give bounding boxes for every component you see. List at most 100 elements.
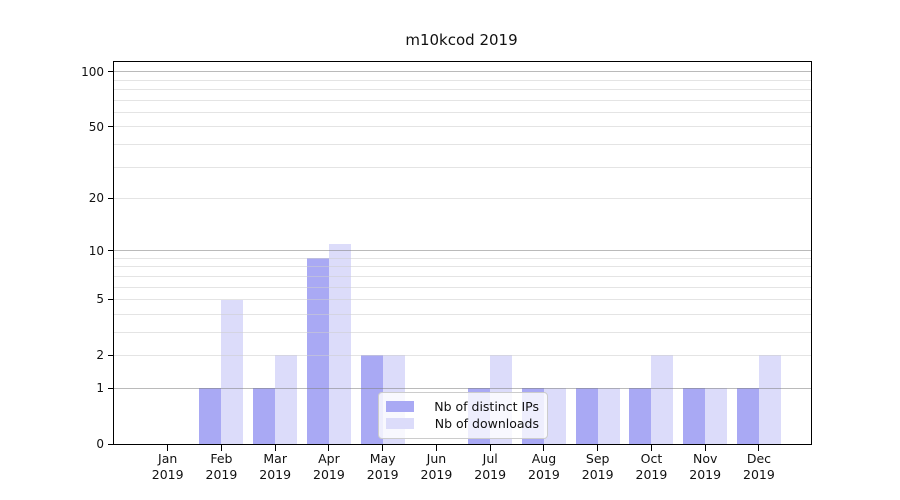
x-tick-mark	[489, 444, 491, 451]
chart-title: m10kcod 2019	[405, 31, 518, 49]
gridline-minor	[114, 354, 811, 356]
bar-distinct-ips	[683, 388, 706, 444]
gridline-minor	[114, 166, 811, 168]
x-tick-label: Sep 2019	[570, 451, 626, 483]
x-tick-year: 2019	[743, 467, 775, 482]
y-tick-mark	[108, 126, 114, 128]
x-tick-label: Nov 2019	[677, 451, 733, 483]
bar-downloads	[275, 355, 298, 444]
x-tick-mark	[597, 444, 599, 451]
y-tick-label: 5	[96, 292, 104, 307]
legend: Nb of distinct IPs Nb of downloads	[378, 392, 548, 439]
bar-downloads	[705, 388, 728, 444]
x-tick-year: 2019	[366, 467, 399, 482]
gridline-minor	[114, 257, 811, 259]
legend-label-distinct-ips: Nb of distinct IPs	[434, 399, 539, 414]
x-tick-year: 2019	[581, 467, 614, 482]
x-tick-year: 2019	[205, 467, 238, 482]
legend-swatch-downloads	[386, 418, 414, 429]
bar-downloads	[758, 355, 781, 444]
x-tick-label: Dec 2019	[731, 451, 787, 483]
x-tick-month: Aug	[531, 451, 557, 466]
bar-distinct-ips	[199, 388, 222, 444]
x-tick-year: 2019	[689, 467, 722, 482]
bar-distinct-ips	[736, 388, 759, 444]
legend-swatch-distinct-ips	[386, 401, 414, 412]
bar-distinct-ips	[360, 355, 383, 444]
x-tick-mark	[435, 444, 437, 451]
x-tick-year: 2019	[151, 467, 184, 482]
y-tick-mark	[108, 443, 114, 445]
gridline-minor	[114, 197, 811, 199]
x-tick-label: Apr 2019	[301, 451, 357, 483]
x-tick-month: May	[369, 451, 396, 466]
y-tick-label: 0	[96, 437, 104, 451]
x-tick-month: Jul	[482, 451, 498, 466]
x-tick-label: Jul 2019	[462, 451, 518, 483]
bar-downloads	[221, 299, 244, 444]
bar-downloads	[328, 243, 351, 444]
y-tick-label: 50	[88, 119, 104, 134]
bar-distinct-ips	[575, 388, 598, 444]
gridline-major	[114, 71, 811, 73]
y-tick-mark	[108, 298, 114, 300]
x-tick-month: Jun	[426, 451, 447, 466]
gridline-minor	[114, 111, 811, 113]
x-tick-mark	[328, 444, 330, 451]
gridline-minor	[114, 79, 811, 81]
legend-label-downloads: Nb of downloads	[434, 416, 539, 431]
legend-entry-distinct-ips: Nb of distinct IPs	[386, 398, 539, 415]
x-tick-year: 2019	[420, 467, 453, 482]
bar-downloads	[651, 355, 674, 444]
gridline-major	[114, 250, 811, 252]
gridline-minor	[114, 99, 811, 101]
gridline-minor	[114, 266, 811, 268]
y-tick-mark	[108, 71, 114, 73]
y-tick-label: 10	[88, 243, 104, 258]
x-tick-mark	[650, 444, 652, 451]
x-tick-label: Feb 2019	[193, 451, 249, 483]
x-tick-label: Oct 2019	[623, 451, 679, 483]
bar-distinct-ips	[629, 388, 652, 444]
x-tick-mark	[167, 444, 169, 451]
gridline-minor	[114, 313, 811, 315]
x-tick-mark	[220, 444, 222, 451]
x-tick-year: 2019	[635, 467, 668, 482]
x-tick-month: Jan	[158, 451, 178, 466]
bar-downloads	[543, 388, 566, 444]
bar-downloads	[597, 388, 620, 444]
y-tick-mark	[108, 387, 114, 389]
x-tick-month: Sep	[585, 451, 610, 466]
legend-entry-downloads: Nb of downloads	[386, 415, 539, 432]
y-tick-mark	[108, 250, 114, 252]
x-tick-month: Nov	[692, 451, 718, 466]
x-tick-month: Dec	[746, 451, 772, 466]
x-tick-mark	[382, 444, 384, 451]
bar-distinct-ips	[306, 258, 329, 444]
gridline-minor	[114, 126, 811, 128]
grid-layer	[114, 62, 811, 444]
y-tick-label: 100	[81, 64, 104, 79]
y-tick-mark	[108, 197, 114, 199]
gridline-minor	[114, 286, 811, 288]
x-tick-year: 2019	[528, 467, 560, 482]
x-tick-label: Jan 2019	[140, 451, 196, 483]
x-tick-year: 2019	[259, 467, 292, 482]
x-tick-month: Mar	[263, 451, 287, 466]
gridline-minor	[114, 89, 811, 91]
gridline-minor	[114, 331, 811, 333]
x-tick-year: 2019	[313, 467, 345, 482]
x-tick-year: 2019	[474, 467, 507, 482]
gridline-minor	[114, 143, 811, 145]
y-tick-label: 2	[96, 348, 104, 363]
x-tick-mark	[543, 444, 545, 451]
plot-area: 0 1 2 5 10 20 50 100 Jan 2019 Feb 2019 Mar 2019 Apr 20…	[81, 61, 812, 482]
x-tick-month: Oct	[640, 451, 663, 466]
x-axis: Jan 2019 Feb 2019 Mar 2019 Apr 2019 May 2019 Jun 20…	[114, 62, 811, 482]
x-tick-label: Mar 2019	[247, 451, 303, 483]
x-tick-label: May 2019	[355, 451, 411, 483]
gridline-minor	[114, 275, 811, 277]
y-axis: 0 1 2 5 10 20 50 100	[81, 62, 811, 451]
x-tick-month: Apr	[318, 451, 340, 466]
